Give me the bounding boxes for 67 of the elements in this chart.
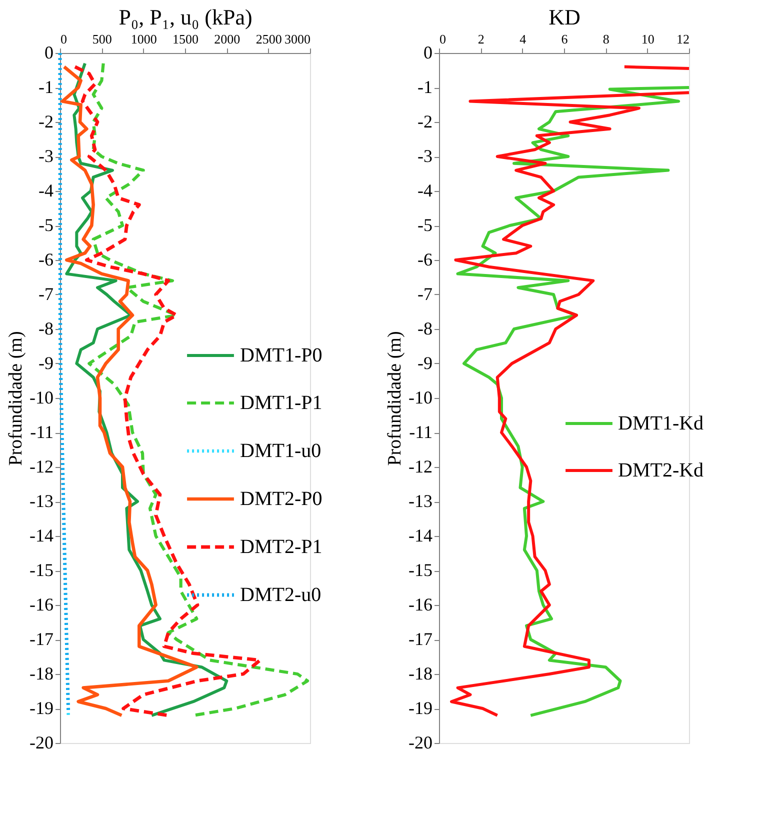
y-tick-label: -1 <box>38 77 54 97</box>
y-tick-label: -7 <box>38 284 54 304</box>
x-tick-label: 10 <box>641 32 654 46</box>
y-tick-label: -18 <box>30 664 54 684</box>
y-tick-label: -4 <box>418 180 432 200</box>
y-tick-label: -19 <box>30 698 54 718</box>
y-tick-label: -3 <box>38 146 54 166</box>
y-tick-label: -12 <box>408 456 432 476</box>
x-tick-label: 3000 <box>284 32 310 46</box>
legend-label: DMT2-Kd <box>618 460 704 482</box>
y-tick-label: -10 <box>408 388 432 408</box>
y-tick-label: -14 <box>30 526 54 546</box>
y-tick-label: -1 <box>418 77 432 97</box>
y-tick-label: -5 <box>38 215 54 235</box>
line-series <box>60 65 198 718</box>
y-tick-label: -2 <box>418 112 432 132</box>
legend-label: DMT1-P0 <box>240 344 322 366</box>
y-tick-label: -8 <box>418 318 432 338</box>
y-tick-label: -9 <box>418 353 432 373</box>
y-tick-label: -15 <box>30 560 54 580</box>
y-tick-label: -9 <box>38 353 54 373</box>
legend-label: DMT2-u0 <box>240 584 322 606</box>
x-tick-label: 8 <box>602 32 610 46</box>
x-axis-title: KD <box>548 4 580 30</box>
legend-label: DMT2-P0 <box>240 488 322 510</box>
x-axis-title: P₀, P₁, u₀ (kPa) <box>118 4 252 30</box>
y-tick-label: -17 <box>30 629 54 649</box>
x-tick-label: 0 <box>440 32 446 46</box>
x-tick-label: 4 <box>520 32 527 46</box>
x-tick-label: 2000 <box>214 32 240 46</box>
y-tick-label: -4 <box>38 180 54 200</box>
y-tick-label: -16 <box>408 594 432 614</box>
y-tick-label: -7 <box>418 284 432 304</box>
y-tick-label: -12 <box>30 456 54 476</box>
y-tick-label: -15 <box>408 560 432 580</box>
y-tick-label: -11 <box>409 422 432 442</box>
x-tick-label: 500 <box>92 32 112 46</box>
y-tick-label: -19 <box>408 698 432 718</box>
x-tick-label: 0 <box>60 32 67 46</box>
legend-label: DMT1-P1 <box>240 392 322 414</box>
x-tick-label: 2500 <box>256 32 282 46</box>
y-tick-label: -10 <box>30 388 54 408</box>
y-tick-label: -3 <box>418 146 432 166</box>
y-tick-label: -5 <box>418 215 432 235</box>
x-tick-label: 1000 <box>130 32 157 46</box>
y-tick-label: -6 <box>418 250 432 270</box>
x-tick-label: 6 <box>561 32 568 46</box>
y-tick-label: -20 <box>30 732 54 752</box>
legend-label: DMT1-u0 <box>240 440 322 462</box>
y-tick-label: -20 <box>408 732 432 752</box>
y-tick-label: -6 <box>38 250 54 270</box>
y-tick-label: -18 <box>408 664 432 684</box>
x-tick-label: 1500 <box>172 32 198 46</box>
y-tick-label: -13 <box>408 491 432 511</box>
x-tick-label: 2 <box>478 32 484 46</box>
y-tick-label: -16 <box>30 594 54 614</box>
y-tick-label: -2 <box>38 112 54 132</box>
legend-label: DMT2-P1 <box>240 536 322 558</box>
y-tick-label: -13 <box>30 491 54 511</box>
y-axis-title: Profundidade (m) <box>384 331 406 466</box>
y-tick-label: -8 <box>38 318 54 338</box>
legend-label: DMT1-Kd <box>618 412 704 434</box>
y-tick-label: -11 <box>30 422 54 442</box>
y-axis-title: Profundidade (m) <box>6 331 27 466</box>
y-tick-label: -17 <box>408 629 432 649</box>
x-tick-label: 12 <box>676 32 690 46</box>
y-tick-label: -14 <box>408 526 432 546</box>
